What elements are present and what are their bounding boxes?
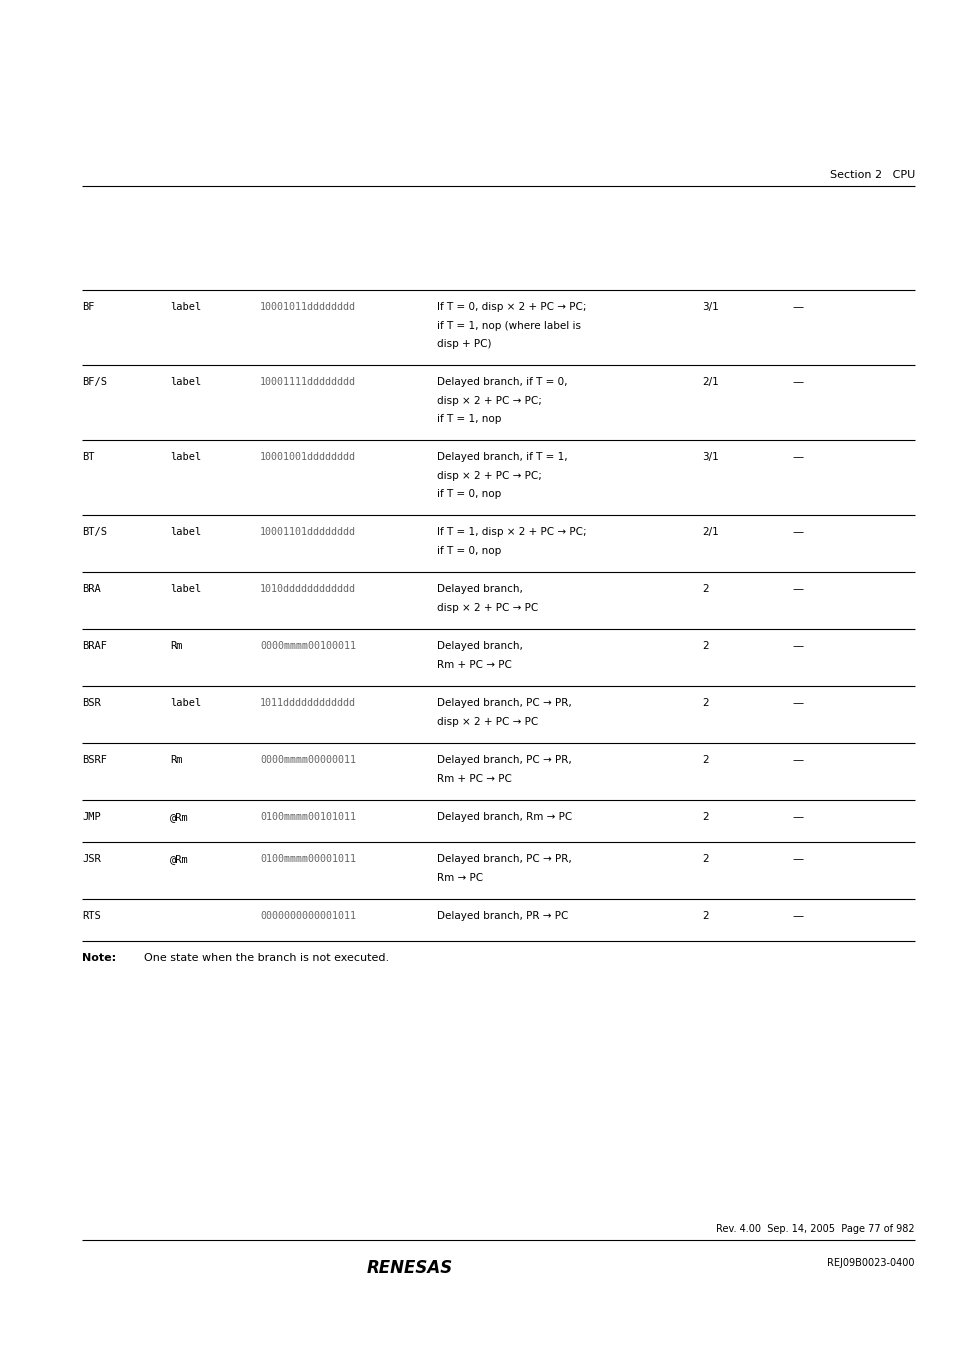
Text: 2/1: 2/1 xyxy=(701,377,718,388)
Text: label: label xyxy=(170,377,201,388)
Text: if T = 0, nop: if T = 0, nop xyxy=(436,546,500,557)
Text: BSRF: BSRF xyxy=(82,755,107,766)
Text: label: label xyxy=(170,698,201,708)
Text: 2: 2 xyxy=(701,912,708,921)
Text: BF/S: BF/S xyxy=(82,377,107,388)
Text: —: — xyxy=(791,698,802,708)
Text: 3/1: 3/1 xyxy=(701,303,718,312)
Text: RTS: RTS xyxy=(82,912,101,921)
Text: If T = 1, disp × 2 + PC → PC;: If T = 1, disp × 2 + PC → PC; xyxy=(436,527,586,538)
Text: 2: 2 xyxy=(701,812,708,823)
Text: Rm → PC: Rm → PC xyxy=(436,873,482,884)
Text: 10001001dddddddd: 10001001dddddddd xyxy=(260,453,355,462)
Text: —: — xyxy=(791,453,802,462)
Text: Rev. 4.00  Sep. 14, 2005  Page 77 of 982: Rev. 4.00 Sep. 14, 2005 Page 77 of 982 xyxy=(716,1224,914,1235)
Text: @Rm: @Rm xyxy=(170,854,189,865)
Text: Section 2   CPU: Section 2 CPU xyxy=(829,170,914,181)
Text: 0100mmmm00101011: 0100mmmm00101011 xyxy=(260,812,355,823)
Text: if T = 0, nop: if T = 0, nop xyxy=(436,489,500,500)
Text: Rm + PC → PC: Rm + PC → PC xyxy=(436,774,512,784)
Text: 2: 2 xyxy=(701,854,708,865)
Text: 1010dddddddddddd: 1010dddddddddddd xyxy=(260,585,355,594)
Text: 10001111dddddddd: 10001111dddddddd xyxy=(260,377,355,388)
Text: Delayed branch, PR → PC: Delayed branch, PR → PC xyxy=(436,912,568,921)
Text: If T = 0, disp × 2 + PC → PC;: If T = 0, disp × 2 + PC → PC; xyxy=(436,303,586,312)
Text: @Rm: @Rm xyxy=(170,812,189,823)
Text: label: label xyxy=(170,585,201,594)
Text: 0000mmmm00100011: 0000mmmm00100011 xyxy=(260,642,355,651)
Text: Delayed branch, PC → PR,: Delayed branch, PC → PR, xyxy=(436,698,571,708)
Text: JMP: JMP xyxy=(82,812,101,823)
Text: disp + PC): disp + PC) xyxy=(436,339,491,350)
Text: 2: 2 xyxy=(701,698,708,708)
Text: 10001011dddddddd: 10001011dddddddd xyxy=(260,303,355,312)
Text: label: label xyxy=(170,527,201,538)
Text: 2: 2 xyxy=(701,755,708,766)
Text: One state when the branch is not executed.: One state when the branch is not execute… xyxy=(144,954,389,963)
Text: BRA: BRA xyxy=(82,585,101,594)
Text: —: — xyxy=(791,755,802,766)
Text: BSR: BSR xyxy=(82,698,101,708)
Text: if T = 1, nop (where label is: if T = 1, nop (where label is xyxy=(436,322,580,331)
Text: Rm: Rm xyxy=(170,755,182,766)
Text: 0000000000001011: 0000000000001011 xyxy=(260,912,355,921)
Text: disp × 2 + PC → PC;: disp × 2 + PC → PC; xyxy=(436,471,541,481)
Text: Delayed branch, PC → PR,: Delayed branch, PC → PR, xyxy=(436,755,571,766)
Text: —: — xyxy=(791,854,802,865)
Text: Delayed branch, if T = 0,: Delayed branch, if T = 0, xyxy=(436,377,567,388)
Text: Rm + PC → PC: Rm + PC → PC xyxy=(436,661,512,670)
Text: disp × 2 + PC → PC: disp × 2 + PC → PC xyxy=(436,603,537,613)
Text: JSR: JSR xyxy=(82,854,101,865)
Text: label: label xyxy=(170,453,201,462)
Text: 0000mmmm00000011: 0000mmmm00000011 xyxy=(260,755,355,766)
Text: 10001101dddddddd: 10001101dddddddd xyxy=(260,527,355,538)
Text: Rm: Rm xyxy=(170,642,182,651)
Text: BRAF: BRAF xyxy=(82,642,107,651)
Text: BT: BT xyxy=(82,453,94,462)
Text: disp × 2 + PC → PC: disp × 2 + PC → PC xyxy=(436,717,537,727)
Text: Delayed branch, Rm → PC: Delayed branch, Rm → PC xyxy=(436,812,572,823)
Text: —: — xyxy=(791,812,802,823)
Text: BT/S: BT/S xyxy=(82,527,107,538)
Text: if T = 1, nop: if T = 1, nop xyxy=(436,415,501,424)
Text: —: — xyxy=(791,377,802,388)
Text: 2/1: 2/1 xyxy=(701,527,718,538)
Text: BF: BF xyxy=(82,303,94,312)
Text: REJ09B0023-0400: REJ09B0023-0400 xyxy=(826,1258,914,1269)
Text: —: — xyxy=(791,585,802,594)
Text: 2: 2 xyxy=(701,642,708,651)
Text: —: — xyxy=(791,527,802,538)
Text: Delayed branch, PC → PR,: Delayed branch, PC → PR, xyxy=(436,854,571,865)
Text: —: — xyxy=(791,912,802,921)
Text: —: — xyxy=(791,303,802,312)
Text: 3/1: 3/1 xyxy=(701,453,718,462)
Text: Delayed branch,: Delayed branch, xyxy=(436,642,522,651)
Text: disp × 2 + PC → PC;: disp × 2 + PC → PC; xyxy=(436,396,541,405)
Text: Delayed branch, if T = 1,: Delayed branch, if T = 1, xyxy=(436,453,567,462)
Text: Delayed branch,: Delayed branch, xyxy=(436,585,522,594)
Text: Note:: Note: xyxy=(82,954,116,963)
Text: 1011dddddddddddd: 1011dddddddddddd xyxy=(260,698,355,708)
Text: —: — xyxy=(791,642,802,651)
Text: label: label xyxy=(170,303,201,312)
Text: 0100mmmm00001011: 0100mmmm00001011 xyxy=(260,854,355,865)
Text: RENESAS: RENESAS xyxy=(367,1259,453,1277)
Text: 2: 2 xyxy=(701,585,708,594)
